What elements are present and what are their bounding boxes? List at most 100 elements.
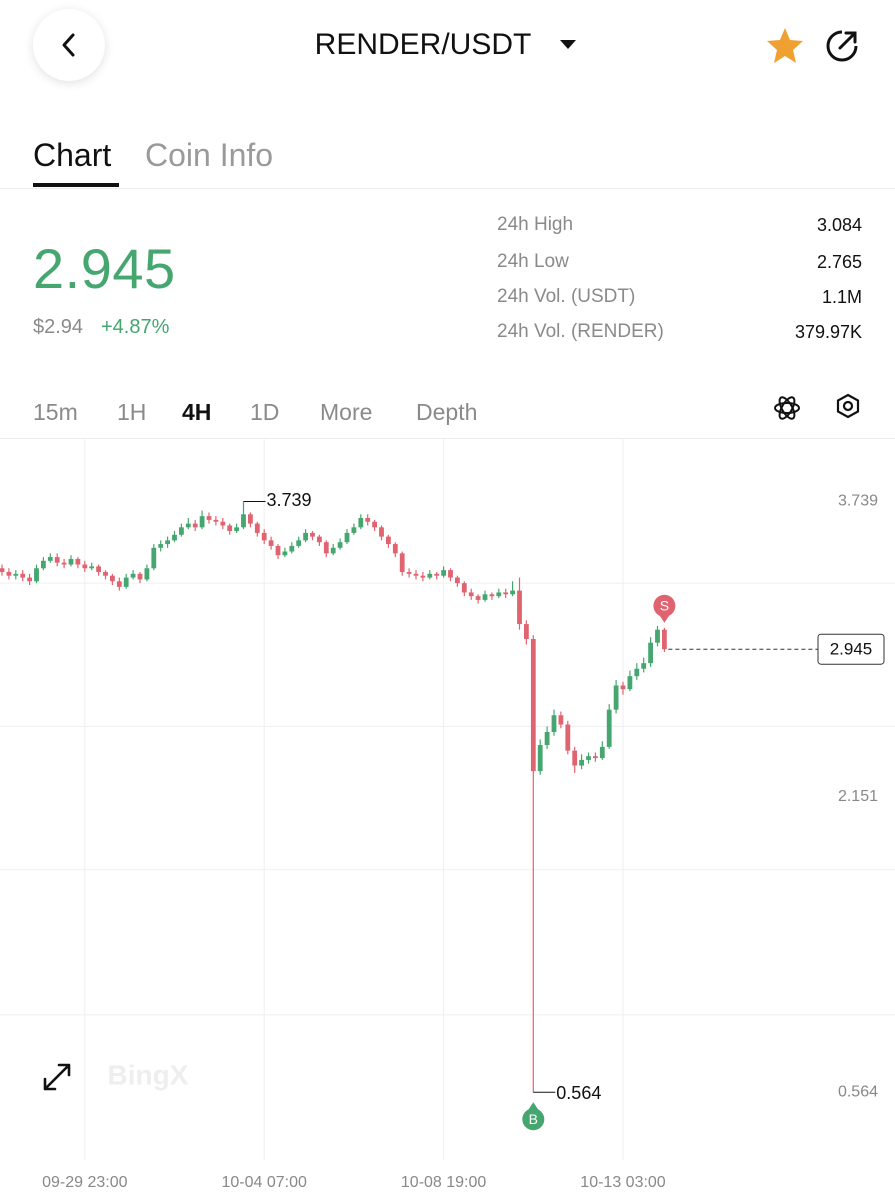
candle-body	[248, 514, 253, 524]
candle-body	[448, 570, 453, 578]
candle-body	[358, 518, 364, 528]
stat-label: 24h High	[497, 214, 574, 235]
candle-body	[337, 542, 343, 548]
candle-body	[517, 590, 522, 625]
candle-body	[330, 547, 336, 554]
y-tick-label: 3.739	[838, 493, 878, 510]
candle-body	[89, 566, 95, 569]
stat-label: 24h Vol. (RENDER)	[497, 321, 664, 342]
candle-body	[475, 596, 481, 600]
candle-body	[41, 560, 46, 569]
candle-body	[323, 542, 329, 554]
interval-tab[interactable]: Depth	[416, 399, 478, 425]
candle-body	[413, 573, 419, 576]
back-icon	[62, 33, 75, 57]
candle-body	[420, 575, 426, 578]
candle-body	[0, 568, 5, 572]
candle-body	[586, 756, 591, 760]
candle-body	[61, 562, 67, 565]
last-price: 2.945	[33, 237, 176, 300]
settings-icon[interactable]	[834, 392, 862, 420]
tab-underline	[33, 183, 119, 187]
candle-body	[641, 663, 647, 669]
interval-tab[interactable]: 1D	[250, 399, 280, 425]
indicator-icon[interactable]	[772, 393, 802, 423]
tab-chart[interactable]: Chart	[33, 137, 112, 173]
candle-body	[96, 566, 101, 572]
candle-body	[427, 573, 433, 578]
candle-body	[199, 516, 205, 528]
pair-title[interactable]: RENDER/USDT	[0, 28, 846, 62]
favorite-star[interactable]	[765, 26, 805, 64]
candle-body	[206, 516, 212, 520]
expand-icon[interactable]	[43, 1063, 71, 1091]
candle-body	[461, 583, 467, 593]
candle-body	[116, 581, 122, 587]
candle-body	[510, 590, 515, 595]
candle-body	[103, 571, 108, 576]
candle-body	[34, 568, 39, 582]
candle-body	[123, 577, 129, 587]
candle-body	[54, 557, 60, 563]
trade-marker-label: S	[660, 598, 669, 614]
candle-body	[220, 521, 226, 526]
stat-label: 24h Vol. (USDT)	[497, 286, 636, 307]
candle-body	[68, 558, 74, 565]
trade-marker-dot	[522, 1108, 545, 1131]
candle-body	[310, 532, 315, 537]
candle-body	[179, 527, 184, 535]
candle-body	[234, 527, 239, 532]
candle-body	[137, 573, 143, 580]
x-tick-label: 10-04 07:00	[221, 1174, 307, 1191]
candle-body	[593, 756, 598, 759]
candle-body	[75, 558, 81, 565]
interval-tab[interactable]: 1H	[117, 399, 147, 425]
candle-body	[648, 642, 653, 664]
candle-body	[627, 676, 633, 690]
candle-body	[20, 573, 26, 578]
candle-body	[317, 536, 322, 543]
candle-body	[634, 668, 640, 677]
stat-value: 3.084	[816, 215, 862, 235]
x-tick-label: 09-29 23:00	[42, 1174, 128, 1191]
high-marker-label: 3.739	[267, 490, 312, 510]
candle-body	[110, 575, 115, 582]
candle-body	[254, 523, 260, 533]
x-tick-label: 10-13 03:00	[580, 1174, 666, 1191]
candle-body	[482, 594, 488, 600]
y-tick-label: 2.151	[838, 788, 878, 805]
divider	[0, 188, 895, 189]
interval-tab[interactable]: More	[320, 399, 373, 425]
candle-body	[606, 709, 612, 747]
candle-body	[392, 544, 398, 554]
candle-body	[261, 532, 267, 541]
tab-coin-info[interactable]: Coin Info	[145, 137, 274, 173]
candle-body	[82, 564, 88, 569]
candle-body	[599, 746, 605, 759]
candle-body	[613, 685, 619, 710]
candle-body	[296, 540, 302, 546]
candle-body	[544, 732, 550, 746]
expand-arrows[interactable]	[43, 1063, 71, 1091]
candle-body	[503, 592, 509, 595]
candle-body	[399, 553, 405, 572]
candle-body	[282, 551, 288, 556]
interval-tab[interactable]: 4H	[182, 399, 212, 425]
price-tag: 2.945	[830, 640, 873, 659]
pair-dropdown[interactable]	[558, 38, 578, 52]
back-button[interactable]	[33, 9, 105, 81]
candle-body	[6, 571, 12, 576]
candle-body	[468, 592, 474, 597]
trade-marker-dot	[653, 594, 676, 617]
candle-body	[386, 536, 391, 545]
pair-name[interactable]: RENDER/USDT	[314, 28, 532, 61]
share-icon[interactable]	[823, 27, 861, 65]
candle-body	[620, 685, 626, 690]
candle-body	[130, 573, 136, 578]
stat-value: 1.1M	[821, 287, 862, 307]
stat-value: 2.765	[816, 252, 862, 272]
interval-tab[interactable]: 15m	[33, 399, 78, 425]
candle-body	[268, 540, 274, 546]
